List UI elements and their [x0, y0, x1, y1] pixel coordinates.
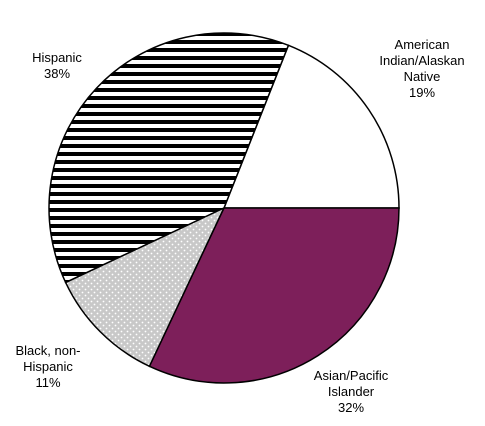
slice-label-line: Native [404, 69, 441, 84]
slice-label-2: Hispanic 38% [32, 50, 82, 81]
slice-label-1: American Indian/Alaskan Native 19% [379, 37, 464, 100]
pie-slice-3 [64, 206, 226, 368]
slice-label-line: Hispanic [23, 359, 73, 374]
pie-slices [48, 32, 400, 384]
slice-label-line: American [395, 37, 450, 52]
slice-label-line: Black, non- [15, 343, 80, 358]
slice-percent: 32% [338, 400, 364, 415]
slice-percent: 11% [35, 375, 60, 390]
pie-slice-4 [148, 207, 400, 384]
slice-label-line: Indian/Alaskan [379, 53, 464, 68]
pie-labels: American Indian/Alaskan Native 19%Hispanic 3… [15, 37, 464, 415]
slice-percent: 19% [409, 85, 435, 100]
slice-percent: 38% [44, 66, 70, 81]
pie-slice-1 [222, 44, 400, 209]
slice-label-line: Islander [328, 384, 375, 399]
pie-slice-2 [48, 32, 290, 284]
slice-label-line: Hispanic [32, 50, 82, 65]
slice-label-line: Asian/Pacific [314, 368, 389, 383]
slice-label-3: Black, non-Hispanic 11% [15, 343, 80, 390]
slice-label-4: Asian/Pacific Islander 32% [314, 368, 389, 415]
